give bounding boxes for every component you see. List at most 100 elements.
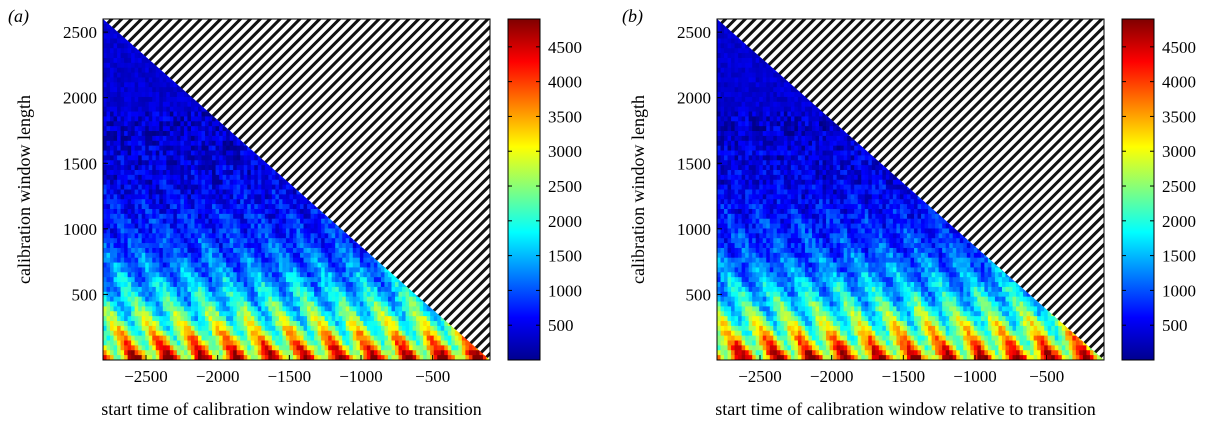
heatmap-cell: [190, 355, 196, 360]
heatmap-cell: [264, 247, 269, 254]
heatmap-cell: [303, 306, 308, 312]
heatmap-cell: [194, 282, 199, 288]
heatmap-cell: [120, 165, 125, 171]
heatmap-cell: [278, 291, 284, 298]
heatmap-cell: [127, 218, 132, 225]
heatmap-cell: [724, 106, 729, 113]
heatmap-cell: [738, 82, 743, 88]
heatmap-cell: [222, 345, 227, 351]
heatmap-cell: [113, 87, 118, 93]
heatmap-cell: [243, 170, 248, 176]
panel-label: (a): [8, 6, 29, 27]
heatmap-cell: [106, 72, 111, 79]
heatmap-cell: [338, 277, 343, 283]
heatmap-cell: [759, 121, 764, 127]
heatmap-cell: [205, 233, 210, 239]
heatmap-cell: [271, 286, 276, 293]
heatmap-cell: [745, 62, 750, 69]
heatmap-cell: [310, 311, 315, 317]
heatmap-cell: [212, 155, 217, 161]
heatmap-cell: [317, 262, 322, 269]
heatmap-cell: [717, 135, 722, 142]
heatmap-cell: [734, 77, 739, 83]
heatmap-cell: [720, 57, 725, 64]
heatmap-cell: [261, 189, 266, 195]
heatmap-cell: [720, 53, 725, 59]
heatmap-cell: [268, 282, 273, 288]
heatmap-cell: [345, 267, 350, 273]
heatmap-cell: [268, 179, 273, 186]
heatmap-cell: [117, 82, 122, 88]
heatmap-cell: [208, 286, 213, 293]
heatmap-cell: [138, 257, 143, 264]
heatmap-cell: [741, 67, 746, 74]
heatmap-cell: [307, 282, 312, 288]
heatmap-cell: [324, 306, 329, 312]
heatmap-cell: [243, 218, 248, 225]
heatmap-cell: [159, 350, 164, 356]
heatmap-cell: [373, 340, 379, 346]
heatmap-cell: [285, 213, 291, 220]
heatmap-cell: [169, 165, 174, 171]
heatmap-cell: [278, 184, 284, 191]
heatmap-cell: [124, 106, 129, 113]
heatmap-cell: [363, 340, 368, 346]
heatmap-cell: [254, 243, 259, 249]
heatmap-cell: [720, 92, 725, 98]
heatmap-cell: [720, 43, 725, 49]
heatmap-cell: [155, 340, 160, 346]
heatmap-cell: [103, 199, 108, 205]
heatmap-cell: [180, 106, 185, 113]
heatmap-cell: [257, 306, 262, 312]
heatmap-cell: [117, 223, 122, 230]
heatmap-cell: [127, 199, 132, 205]
heatmap-cell: [148, 277, 153, 283]
heatmap-cell: [426, 330, 431, 337]
heatmap-cell: [187, 311, 192, 317]
heatmap-cell: [152, 67, 157, 74]
heatmap-cell: [222, 311, 227, 317]
heatmap-cell: [247, 350, 252, 356]
heatmap-cell: [215, 286, 220, 293]
heatmap-cell: [222, 199, 227, 205]
heatmap-cell: [233, 238, 238, 244]
heatmap-cell: [335, 311, 340, 317]
heatmap-cell: [120, 247, 125, 254]
heatmap-cell: [176, 131, 181, 137]
heatmap-cell: [106, 277, 111, 283]
heatmap-cell: [152, 170, 157, 176]
heatmap-cell: [117, 204, 122, 210]
heatmap-cell: [229, 228, 234, 234]
heatmap-cell: [847, 145, 852, 152]
heatmap-cell: [131, 335, 136, 342]
heatmap-cell: [373, 330, 379, 337]
heatmap-cell: [159, 262, 164, 269]
heatmap-cell: [342, 350, 347, 356]
heatmap-cell: [261, 296, 266, 303]
heatmap-cell: [187, 199, 192, 205]
heatmap-cell: [324, 330, 329, 337]
heatmap-cell: [734, 53, 739, 59]
heatmap-cell: [409, 321, 414, 327]
heatmap-cell: [148, 101, 153, 108]
heatmap-cell: [190, 243, 196, 249]
heatmap-cell: [145, 340, 150, 346]
heatmap-cell: [254, 257, 259, 264]
heatmap-cell: [377, 345, 382, 351]
heatmap-cell: [314, 330, 319, 337]
heatmap-cell: [289, 350, 294, 356]
heatmap-cell: [173, 321, 178, 327]
heatmap-cell: [829, 150, 834, 156]
heatmap-cell: [205, 321, 210, 327]
heatmap-cell: [250, 243, 255, 249]
heatmap-cell: [257, 228, 262, 234]
chart-panel-b: −2500 −2000 −1500 −1000 −5005001000150020002…: [622, 6, 1196, 419]
heatmap-cell: [766, 101, 771, 108]
heatmap-cell: [173, 135, 178, 142]
heatmap-cell: [426, 335, 431, 342]
heatmap-cell: [197, 184, 203, 191]
heatmap-cell: [822, 126, 827, 132]
heatmap-cell: [176, 247, 181, 254]
heatmap-cell: [138, 184, 143, 191]
heatmap-cell: [226, 345, 231, 351]
